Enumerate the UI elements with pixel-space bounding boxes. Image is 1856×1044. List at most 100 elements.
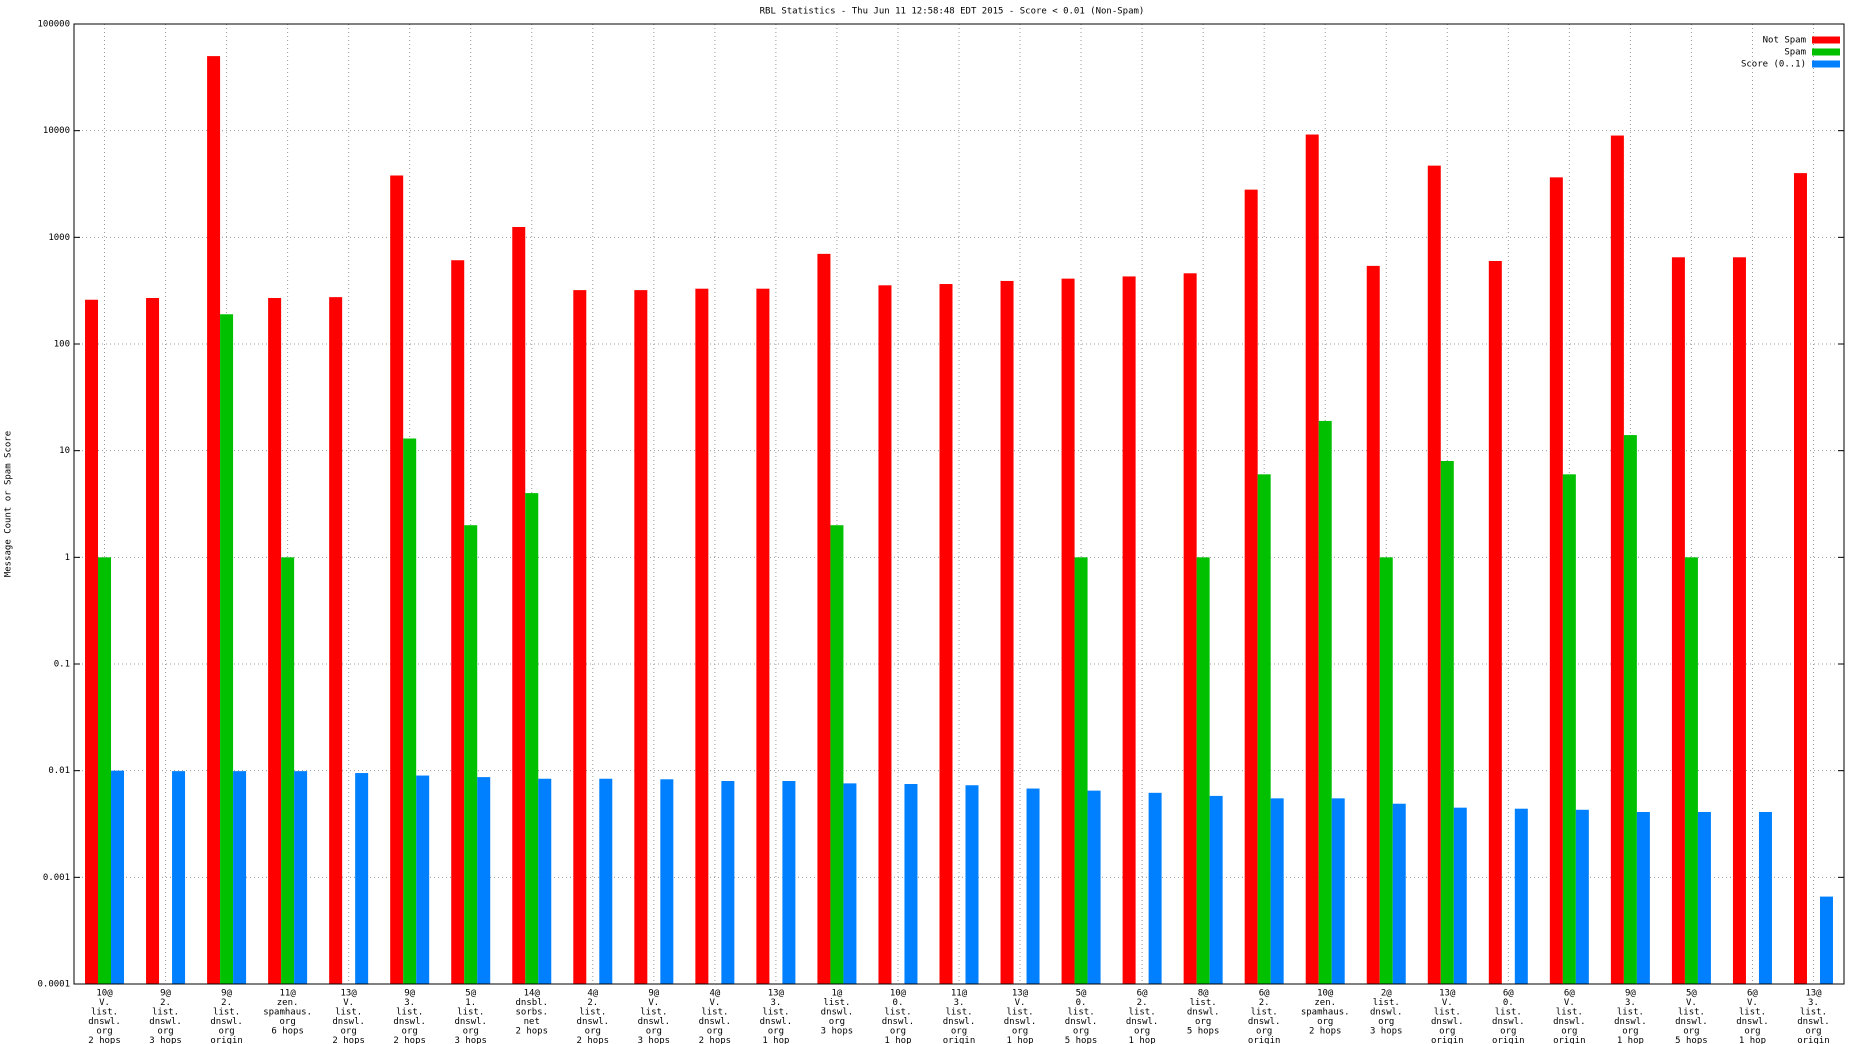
x-tick-label: org bbox=[646, 1027, 662, 1037]
x-tick-label: list. bbox=[1617, 1008, 1644, 1018]
x-tick-label: 5 hops bbox=[1675, 1036, 1708, 1044]
x-tick-label: 9@ bbox=[221, 989, 232, 999]
bar bbox=[1209, 795, 1223, 984]
x-tick-label: dnswl. bbox=[1126, 1017, 1159, 1027]
x-tick-label: list. bbox=[823, 998, 850, 1008]
x-tick-label: zen. bbox=[277, 998, 299, 1008]
y-tick-label: 0.0001 bbox=[37, 980, 70, 990]
x-tick-label: list. bbox=[1129, 1008, 1156, 1018]
x-tick-label: list. bbox=[701, 1008, 728, 1018]
bar bbox=[1196, 557, 1210, 984]
x-tick-label: 2. bbox=[1137, 998, 1148, 1008]
x-tick-label: net bbox=[524, 1017, 540, 1027]
bar bbox=[573, 290, 587, 985]
bar bbox=[1819, 896, 1833, 984]
bar bbox=[329, 297, 343, 985]
bar bbox=[1257, 474, 1271, 984]
legend-swatch bbox=[1812, 36, 1840, 44]
x-tick-label: 1 hop bbox=[762, 1036, 789, 1044]
x-tick-label: 13@ bbox=[1805, 989, 1822, 999]
bar bbox=[1488, 260, 1502, 984]
x-tick-label: 5 hops bbox=[1187, 1027, 1220, 1037]
x-tick-label: list. bbox=[1800, 1008, 1827, 1018]
x-tick-label: dnswl. bbox=[1004, 1017, 1037, 1027]
x-tick-label: 6@ bbox=[1259, 989, 1270, 999]
y-tick-label: 0.001 bbox=[43, 873, 70, 883]
x-tick-label: 13@ bbox=[1012, 989, 1029, 999]
x-tick-label: dnswl. bbox=[760, 1017, 793, 1027]
bar bbox=[1244, 189, 1258, 984]
x-tick-label: V. bbox=[709, 998, 720, 1008]
y-tick-label: 1000 bbox=[48, 233, 70, 243]
x-tick-label: org bbox=[1500, 1027, 1516, 1037]
x-tick-label: 1. bbox=[465, 998, 476, 1008]
x-tick-label: 6@ bbox=[1137, 989, 1148, 999]
x-tick-label: dnswl. bbox=[821, 1008, 854, 1018]
x-tick-label: dnswl. bbox=[1736, 1017, 1769, 1027]
x-tick-label: 0. bbox=[1076, 998, 1087, 1008]
x-tick-label: org bbox=[341, 1027, 357, 1037]
x-tick-label: 2. bbox=[221, 998, 232, 1008]
x-tick-label: 10@ bbox=[96, 989, 113, 999]
bar bbox=[1684, 557, 1698, 984]
x-tick-label: dnswl. bbox=[454, 1017, 487, 1027]
x-tick-label: list. bbox=[1739, 1008, 1766, 1018]
x-tick-label: V. bbox=[1015, 998, 1026, 1008]
x-tick-label: list. bbox=[884, 1008, 911, 1018]
x-tick-label: list. bbox=[457, 1008, 484, 1018]
x-tick-label: org bbox=[218, 1027, 234, 1037]
bar bbox=[390, 175, 404, 984]
bar bbox=[1061, 278, 1075, 985]
bar bbox=[111, 770, 125, 984]
legend-label: Spam bbox=[1784, 48, 1806, 58]
x-tick-label: V. bbox=[99, 998, 110, 1008]
bar bbox=[634, 290, 648, 985]
x-tick-label: org bbox=[1012, 1027, 1028, 1037]
x-tick-label: org bbox=[279, 1017, 295, 1027]
bar bbox=[512, 226, 526, 984]
x-tick-label: 1@ bbox=[832, 989, 843, 999]
x-tick-label: list. bbox=[1434, 1008, 1461, 1018]
legend-label: Score (0..1) bbox=[1741, 60, 1806, 70]
x-tick-label: 3 hops bbox=[1370, 1027, 1403, 1037]
bar bbox=[1122, 276, 1136, 984]
x-tick-label: 1 hop bbox=[1006, 1036, 1033, 1044]
x-tick-label: org bbox=[1378, 1017, 1394, 1027]
x-tick-label: org bbox=[890, 1027, 906, 1037]
x-tick-label: 0. bbox=[1503, 998, 1514, 1008]
x-tick-label: org bbox=[1073, 1027, 1089, 1037]
x-tick-label: origin bbox=[1431, 1036, 1464, 1044]
x-tick-label: list. bbox=[91, 1008, 118, 1018]
x-tick-label: org bbox=[1683, 1027, 1699, 1037]
x-tick-label: dnswl. bbox=[699, 1017, 732, 1027]
x-tick-label: 3. bbox=[404, 998, 415, 1008]
x-tick-label: 1 hop bbox=[1129, 1036, 1156, 1044]
bar bbox=[660, 779, 674, 984]
x-tick-label: origin bbox=[1492, 1036, 1525, 1044]
x-tick-label: 5@ bbox=[465, 989, 476, 999]
bar bbox=[1270, 798, 1284, 984]
x-tick-label: 2@ bbox=[1381, 989, 1392, 999]
x-tick-label: zen. bbox=[1314, 998, 1336, 1008]
bar bbox=[355, 773, 369, 984]
x-tick-label: dnswl. bbox=[882, 1017, 915, 1027]
x-tick-label: 1 hop bbox=[1617, 1036, 1644, 1044]
bar bbox=[939, 284, 953, 984]
x-tick-label: list. bbox=[1495, 1008, 1522, 1018]
x-tick-label: 13@ bbox=[341, 989, 358, 999]
x-tick-label: origin bbox=[210, 1036, 243, 1044]
x-tick-label: V. bbox=[1564, 998, 1575, 1008]
x-tick-label: dnswl. bbox=[1431, 1017, 1464, 1027]
bar bbox=[146, 297, 160, 984]
bar bbox=[464, 525, 478, 984]
x-tick-label: dnswl. bbox=[1065, 1017, 1098, 1027]
x-tick-label: 2 hops bbox=[516, 1027, 549, 1037]
bar bbox=[599, 778, 613, 984]
bar bbox=[477, 777, 491, 984]
bar bbox=[1074, 557, 1088, 984]
x-tick-label: 4@ bbox=[709, 989, 720, 999]
bar bbox=[294, 771, 308, 984]
x-tick-label: 2 hops bbox=[1309, 1027, 1342, 1037]
x-tick-label: dnswl. bbox=[638, 1017, 671, 1027]
